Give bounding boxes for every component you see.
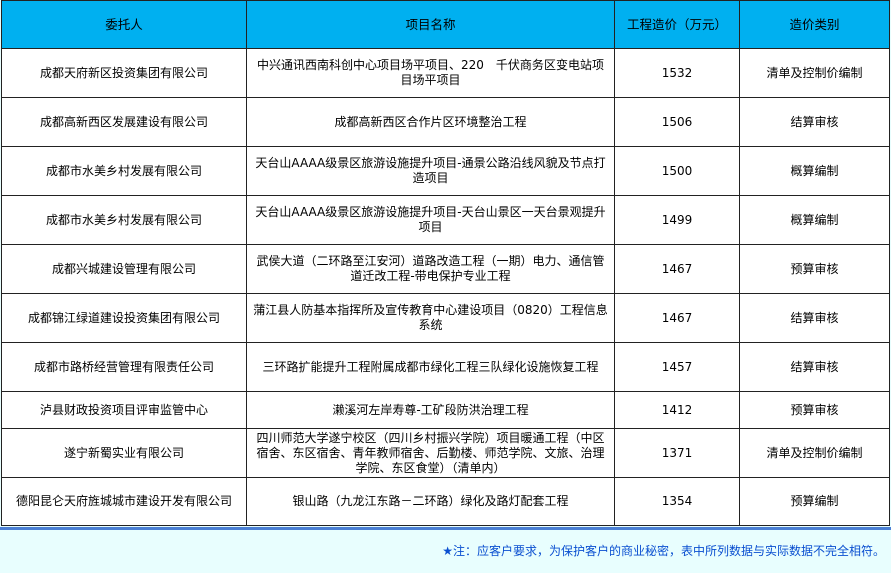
cell-project: 天台山AAAA级景区旅游设施提升项目-通景公路沿线风貌及节点打造项目 xyxy=(246,146,615,196)
cell-client: 成都锦江绿道建设投资集团有限公司 xyxy=(1,293,247,343)
projects-table: 委托人 项目名称 工程造价（万元） 造价类别 成都天府新区投资集团有限公司 中兴通… xyxy=(1,0,890,526)
cell-type: 预算审核 xyxy=(739,391,890,429)
cell-project: 天台山AAAA级景区旅游设施提升项目-天台山景区一天台景观提升项目 xyxy=(246,195,615,245)
divider-line xyxy=(0,527,891,530)
footer-note: ★注：应客户要求，为保护客户的商业秘密，表中所列数据与实际数据不完全相符。 xyxy=(442,544,885,558)
cell-project: 成都高新西区合作片区环境整治工程 xyxy=(246,97,615,147)
cell-client: 成都市路桥经营管理有限责任公司 xyxy=(1,342,247,392)
table-row: 遂宁新蜀实业有限公司 四川师范大学遂宁校区（四川乡村振兴学院）项目暖通工程（中区宿… xyxy=(1,428,890,478)
cell-client: 遂宁新蜀实业有限公司 xyxy=(1,428,247,478)
cell-type: 清单及控制价编制 xyxy=(739,428,890,478)
table-row: 泸县财政投资项目评审监管中心 濑溪河左岸寿尊-工矿段防洪治理工程 1412 预算审核 xyxy=(1,391,890,429)
cell-client: 成都市水美乡村发展有限公司 xyxy=(1,146,247,196)
cell-project: 三环路扩能提升工程附属成都市绿化工程三队绿化设施恢复工程 xyxy=(246,342,615,392)
cell-project: 四川师范大学遂宁校区（四川乡村振兴学院）项目暖通工程（中区宿舍、东区宿舍、青年教… xyxy=(246,428,615,478)
header-project: 项目名称 xyxy=(246,0,615,49)
cell-type: 结算审核 xyxy=(739,293,890,343)
cell-project: 中兴通讯西南科创中心项目场平项目、220 千伏商务区变电站项目场平项目 xyxy=(246,48,615,98)
cell-client: 成都天府新区投资集团有限公司 xyxy=(1,48,247,98)
table-row: 成都天府新区投资集团有限公司 中兴通讯西南科创中心项目场平项目、220 千伏商务区… xyxy=(1,48,890,98)
header-client: 委托人 xyxy=(1,0,247,49)
cell-cost: 1506 xyxy=(614,97,740,147)
cell-type: 概算编制 xyxy=(739,146,890,196)
table-row: 成都兴城建设管理有限公司 武侯大道（二环路至江安河）道路改造工程（一期）电力、通信… xyxy=(1,244,890,294)
table-row: 成都高新西区发展建设有限公司 成都高新西区合作片区环境整治工程 1506 结算审核 xyxy=(1,97,890,147)
header-type: 造价类别 xyxy=(739,0,890,49)
cell-project: 濑溪河左岸寿尊-工矿段防洪治理工程 xyxy=(246,391,615,429)
table-row: 德阳昆仑天府旌城城市建设开发有限公司 银山路（九龙江东路－二环路）绿化及路灯配套工… xyxy=(1,477,890,526)
cell-client: 成都兴城建设管理有限公司 xyxy=(1,244,247,294)
cell-cost: 1354 xyxy=(614,477,740,526)
cell-type: 清单及控制价编制 xyxy=(739,48,890,98)
cell-type: 结算审核 xyxy=(739,342,890,392)
cell-project: 银山路（九龙江东路－二环路）绿化及路灯配套工程 xyxy=(246,477,615,526)
cell-cost: 1457 xyxy=(614,342,740,392)
cell-type: 预算编制 xyxy=(739,477,890,526)
cell-client: 泸县财政投资项目评审监管中心 xyxy=(1,391,247,429)
cell-client: 德阳昆仑天府旌城城市建设开发有限公司 xyxy=(1,477,247,526)
table-row: 成都锦江绿道建设投资集团有限公司 蒲江县人防基本指挥所及宣传教育中心建设项目（08… xyxy=(1,293,890,343)
cell-cost: 1467 xyxy=(614,244,740,294)
cell-cost: 1467 xyxy=(614,293,740,343)
cell-cost: 1371 xyxy=(614,428,740,478)
cell-project: 武侯大道（二环路至江安河）道路改造工程（一期）电力、通信管道迁改工程-带电保护专… xyxy=(246,244,615,294)
header-cost: 工程造价（万元） xyxy=(614,0,740,49)
cell-type: 预算审核 xyxy=(739,244,890,294)
table-row: 成都市路桥经营管理有限责任公司 三环路扩能提升工程附属成都市绿化工程三队绿化设施恢… xyxy=(1,342,890,392)
table-header-row: 委托人 项目名称 工程造价（万元） 造价类别 xyxy=(1,0,890,49)
cell-cost: 1412 xyxy=(614,391,740,429)
cell-type: 概算编制 xyxy=(739,195,890,245)
cell-project: 蒲江县人防基本指挥所及宣传教育中心建设项目（0820）工程信息系统 xyxy=(246,293,615,343)
cell-cost: 1500 xyxy=(614,146,740,196)
cell-type: 结算审核 xyxy=(739,97,890,147)
table-row: 成都市水美乡村发展有限公司 天台山AAAA级景区旅游设施提升项目-天台山景区一天台… xyxy=(1,195,890,245)
cell-client: 成都市水美乡村发展有限公司 xyxy=(1,195,247,245)
cell-cost: 1532 xyxy=(614,48,740,98)
cell-client: 成都高新西区发展建设有限公司 xyxy=(1,97,247,147)
cell-cost: 1499 xyxy=(614,195,740,245)
table-row: 成都市水美乡村发展有限公司 天台山AAAA级景区旅游设施提升项目-通景公路沿线风貌… xyxy=(1,146,890,196)
